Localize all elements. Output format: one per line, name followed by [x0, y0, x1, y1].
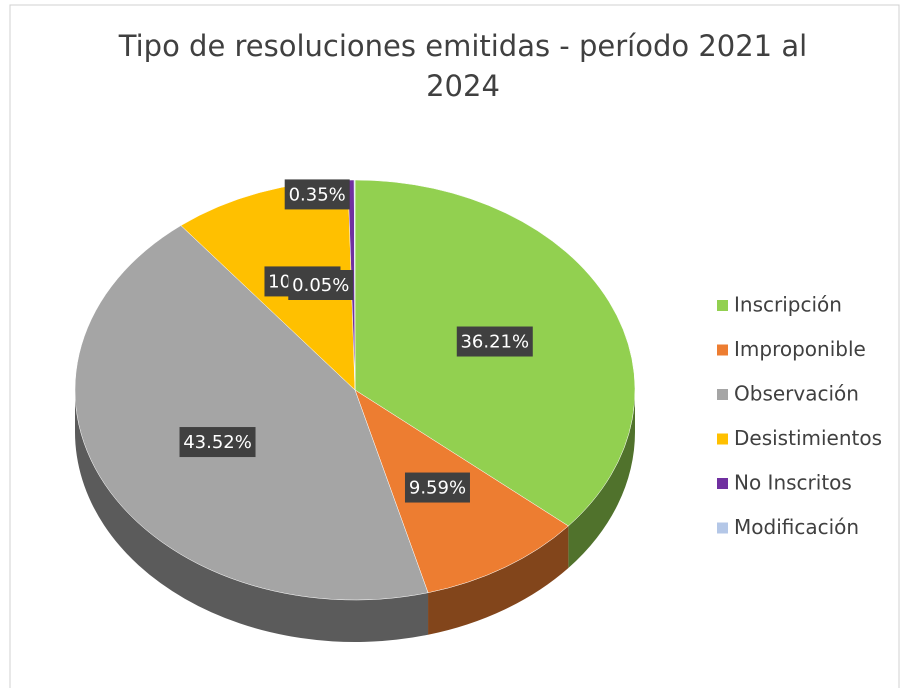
legend-swatch	[717, 389, 728, 400]
pie-tops	[74, 179, 636, 601]
data-label: 0.35%	[289, 184, 346, 205]
data-label-box	[456, 326, 533, 357]
chart-border	[9, 4, 900, 688]
chart-title: Tipo de resoluciones emitidas - período …	[118, 29, 808, 103]
data-label: 0.05%	[292, 275, 349, 296]
data-label-box	[288, 270, 354, 301]
slice-side	[75, 390, 429, 643]
pie-sides	[75, 390, 635, 643]
slice	[74, 225, 429, 601]
data-label-box	[179, 427, 256, 458]
legend-swatch	[717, 300, 728, 311]
legend-label: Improponible	[734, 337, 866, 361]
slice-side	[428, 525, 569, 635]
legend-label: Observación	[734, 382, 859, 406]
legend-label: Desistimientos	[734, 426, 882, 450]
data-labels: 36.21%9.59%43.52%10.28%0.35%0.05%	[179, 179, 533, 503]
legend-swatch	[717, 478, 728, 489]
slice	[353, 179, 356, 391]
legend-swatch	[717, 344, 728, 356]
data-label: 43.52%	[183, 432, 252, 453]
legend: Inscripción Improponible Observación Desist…	[717, 293, 882, 539]
legend-swatch	[717, 433, 728, 445]
legend-label: Modificación	[734, 515, 859, 539]
legend-label: Inscripción	[734, 293, 842, 317]
legend-swatch	[717, 522, 728, 534]
legend-label: No Inscritos	[734, 471, 852, 495]
data-label-box	[404, 472, 470, 503]
data-label: 9.59%	[409, 478, 466, 499]
slice-side	[568, 390, 635, 568]
data-label-box	[284, 179, 350, 210]
data-label: 36.21%	[460, 332, 529, 353]
